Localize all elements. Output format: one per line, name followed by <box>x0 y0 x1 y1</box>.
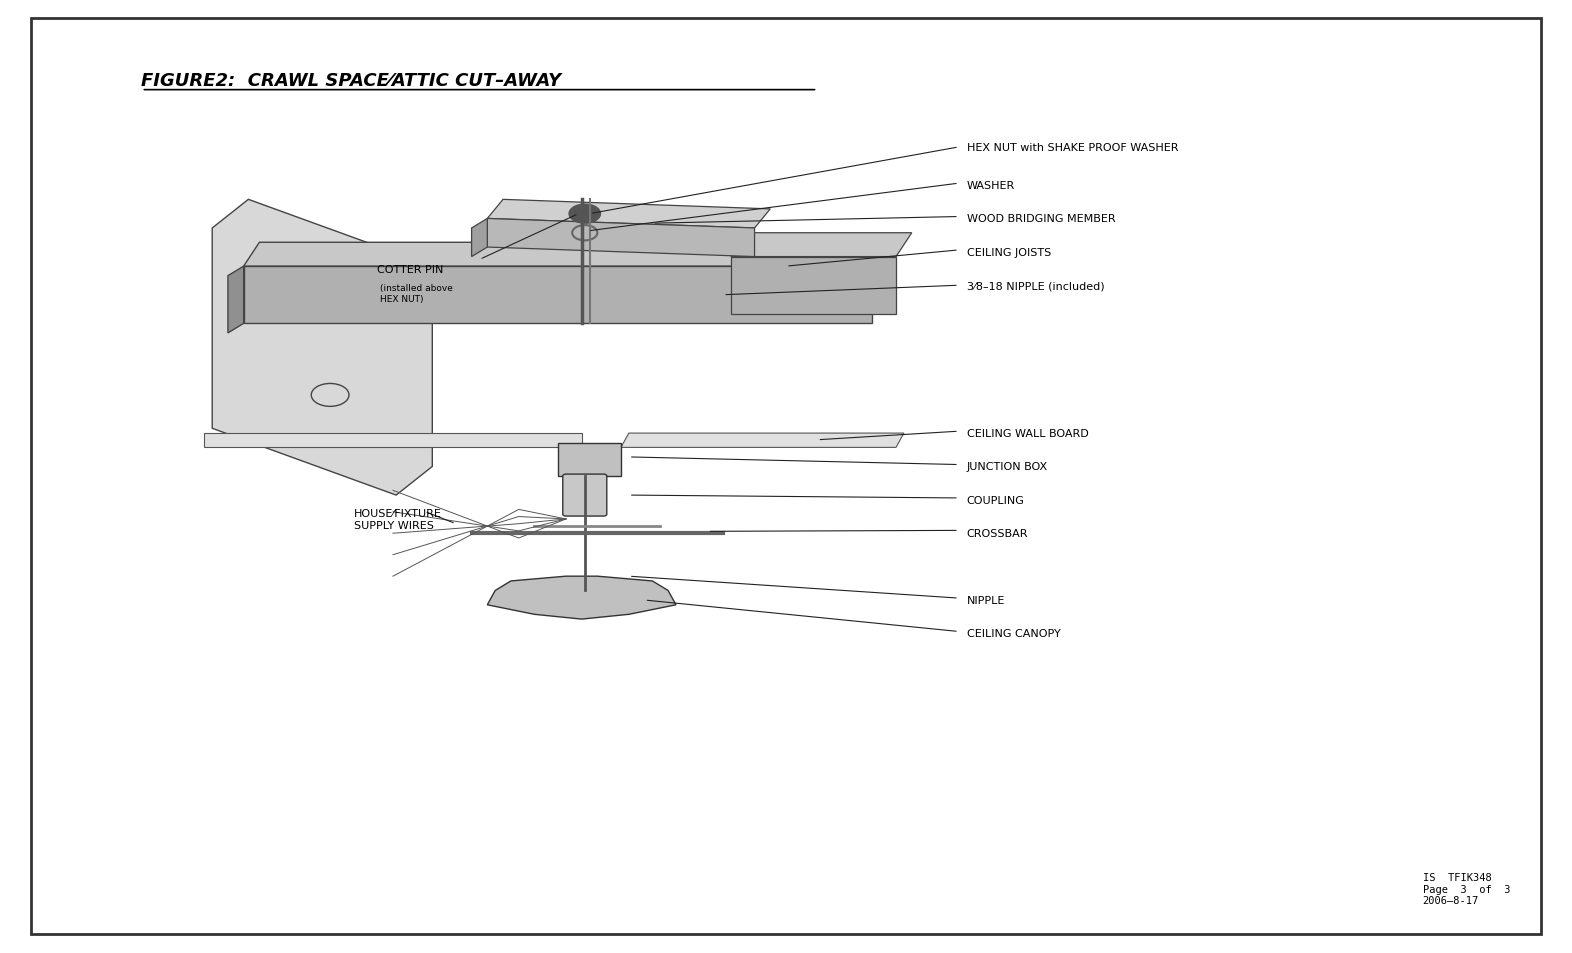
Polygon shape <box>228 267 244 334</box>
Polygon shape <box>244 243 888 267</box>
Circle shape <box>569 205 601 224</box>
Text: CEILING JOISTS: CEILING JOISTS <box>967 248 1052 257</box>
Text: CEILING CANOPY: CEILING CANOPY <box>967 629 1061 639</box>
Text: IS  TFIK348
Page  3  of  3
2006–8-17: IS TFIK348 Page 3 of 3 2006–8-17 <box>1423 872 1511 905</box>
Text: 3⁄8–18 NIPPLE (included): 3⁄8–18 NIPPLE (included) <box>967 281 1105 291</box>
Text: COTTER PIN: COTTER PIN <box>377 265 443 274</box>
FancyBboxPatch shape <box>563 475 607 517</box>
Text: HOUSE⁄FIXTURE
SUPPLY WIRES: HOUSE⁄FIXTURE SUPPLY WIRES <box>354 509 442 530</box>
Polygon shape <box>621 434 904 448</box>
Text: WOOD BRIDGING MEMBER: WOOD BRIDGING MEMBER <box>967 214 1116 224</box>
Text: HEX NUT with SHAKE PROOF WASHER: HEX NUT with SHAKE PROOF WASHER <box>967 143 1179 152</box>
Text: JUNCTION BOX: JUNCTION BOX <box>967 462 1049 472</box>
Polygon shape <box>558 443 621 476</box>
Text: NIPPLE: NIPPLE <box>967 596 1005 605</box>
Polygon shape <box>731 233 912 257</box>
Text: WASHER: WASHER <box>967 181 1016 191</box>
Text: (installed above
HEX NUT): (installed above HEX NUT) <box>380 284 453 303</box>
Text: CROSSBAR: CROSSBAR <box>967 529 1028 538</box>
Polygon shape <box>731 257 896 314</box>
Text: COUPLING: COUPLING <box>967 496 1025 505</box>
Polygon shape <box>244 267 872 324</box>
Polygon shape <box>212 200 432 496</box>
Text: FIGURE2:  CRAWL SPACE⁄ATTIC CUT–AWAY: FIGURE2: CRAWL SPACE⁄ATTIC CUT–AWAY <box>141 71 561 90</box>
Polygon shape <box>204 434 582 448</box>
Polygon shape <box>472 219 487 257</box>
Polygon shape <box>487 219 755 257</box>
Polygon shape <box>487 577 676 619</box>
Text: CEILING WALL BOARD: CEILING WALL BOARD <box>967 429 1088 438</box>
Polygon shape <box>487 200 770 229</box>
